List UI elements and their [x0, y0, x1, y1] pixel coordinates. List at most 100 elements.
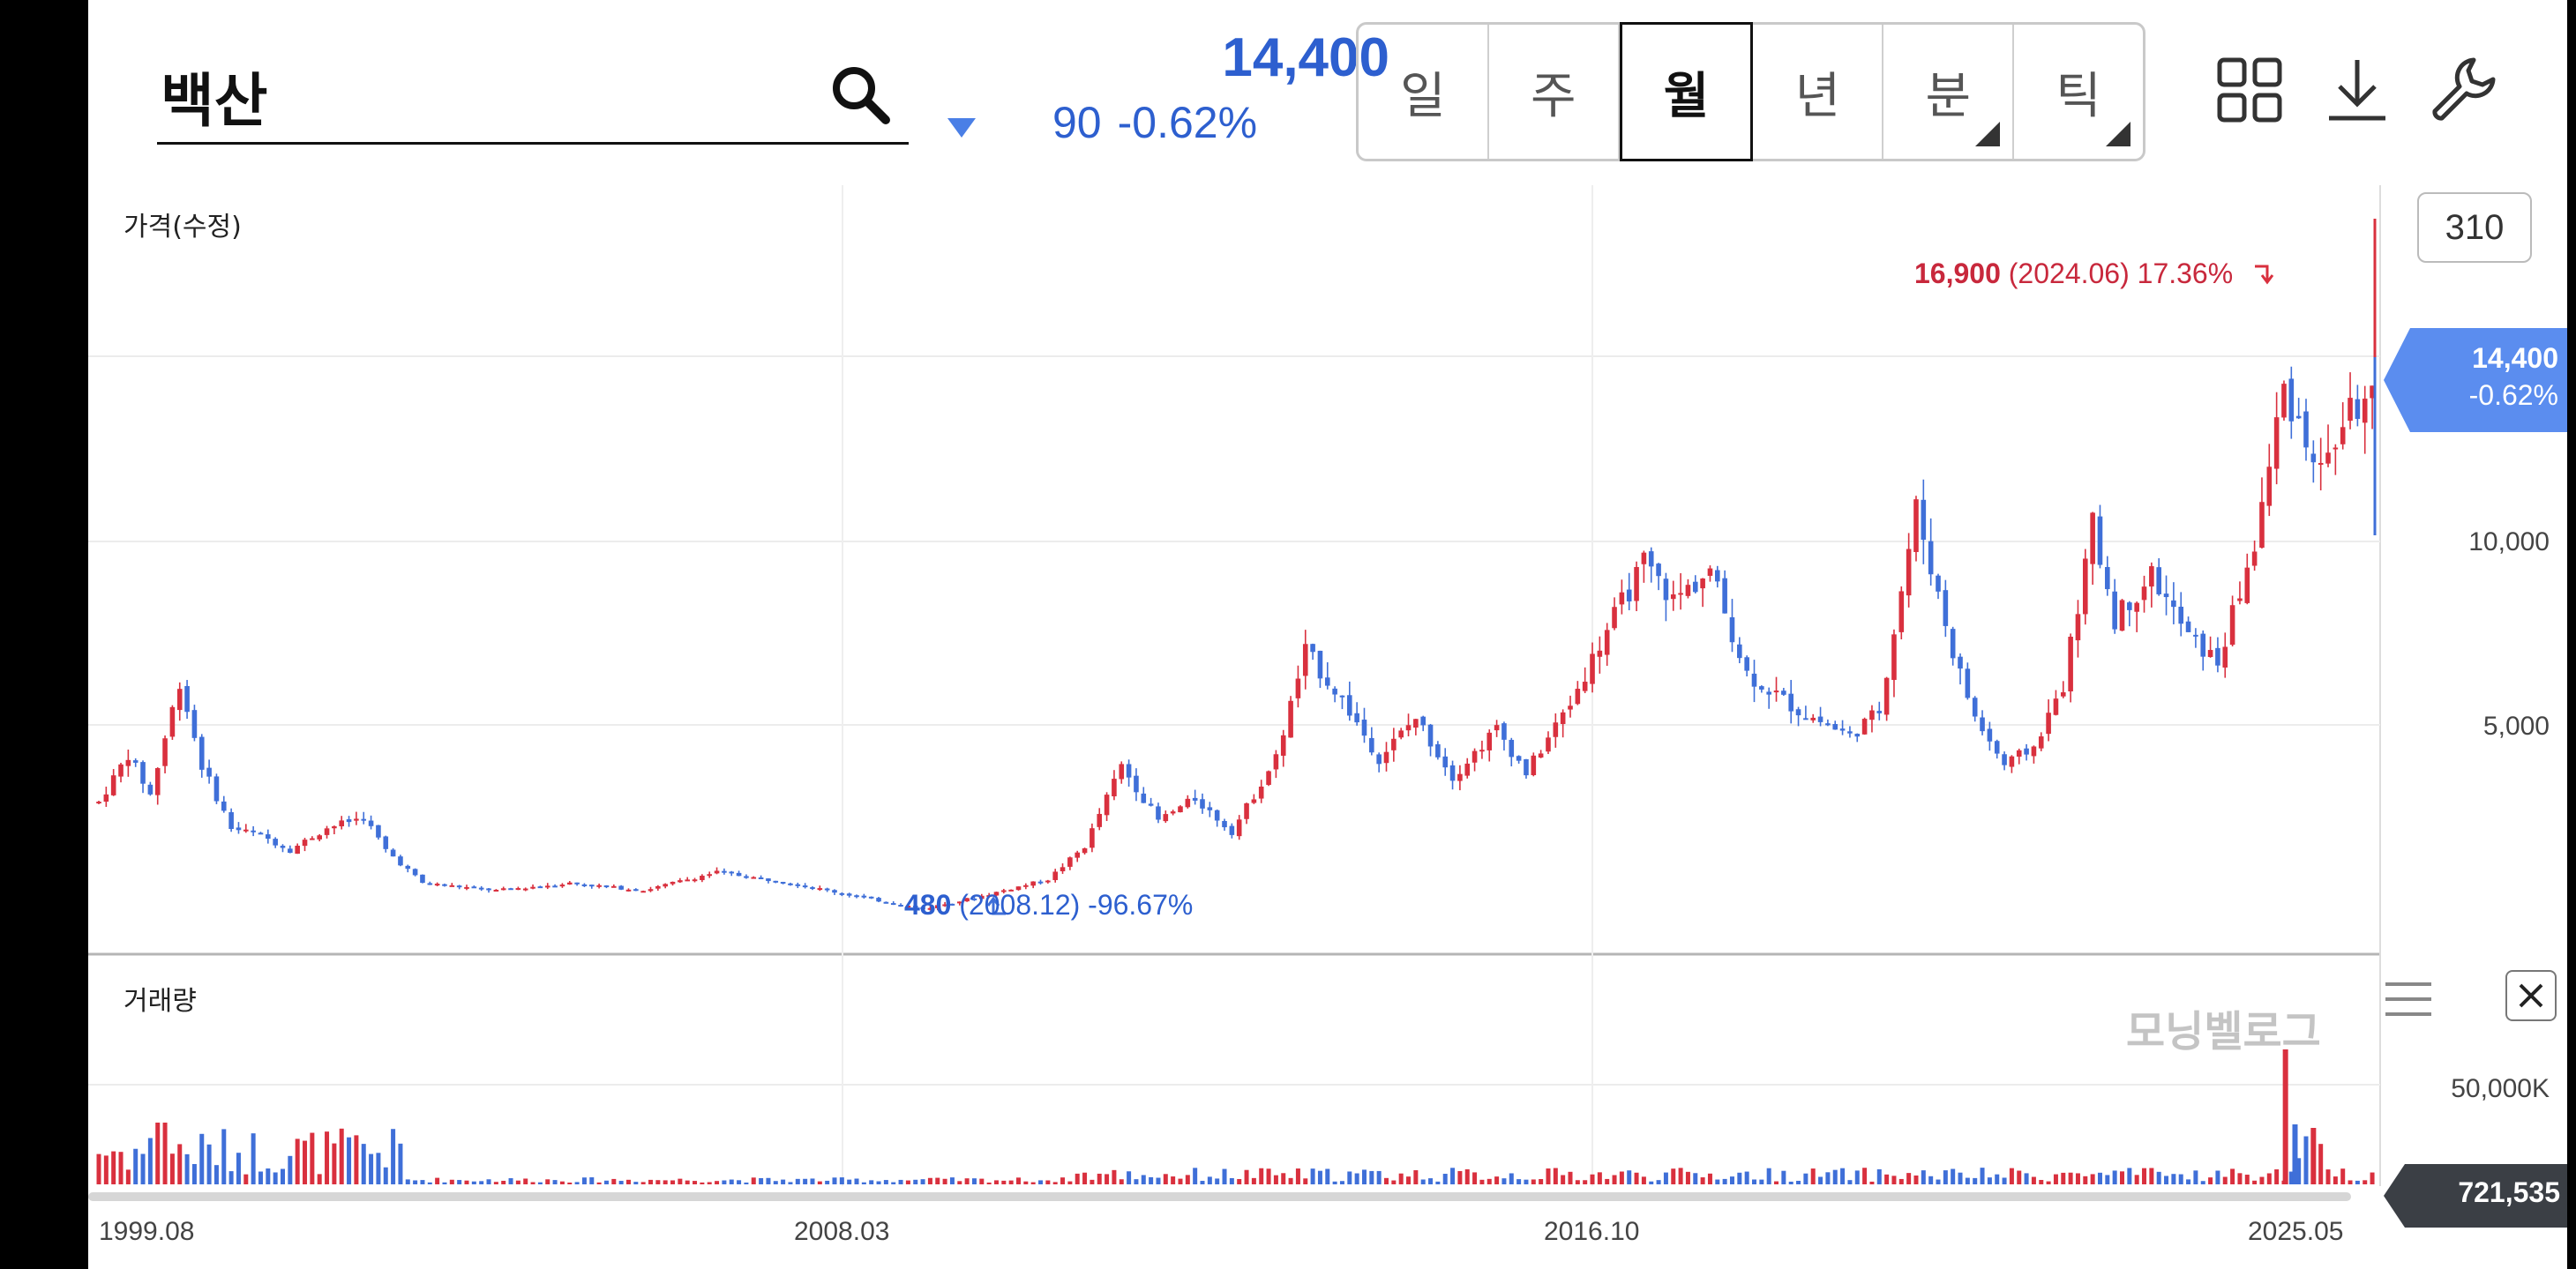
candle-body [132, 760, 139, 763]
candle-count-badge[interactable]: 310 [2417, 192, 2532, 263]
wrench-icon[interactable] [2428, 55, 2498, 125]
volume-bar [825, 1180, 830, 1184]
high-price: 16,900 [1914, 258, 2001, 289]
candle-body [2281, 384, 2287, 418]
volume-bar [228, 1171, 234, 1184]
candle-body [1324, 677, 1330, 686]
volume-bar [854, 1178, 859, 1184]
volume-bar [2310, 1128, 2317, 1184]
volume-bar [2266, 1173, 2272, 1184]
close-volume-panel-button[interactable] [2505, 970, 2557, 1021]
volume-bar [2215, 1170, 2220, 1184]
download-icon[interactable] [2322, 55, 2393, 125]
volume-bar [2075, 1173, 2080, 1184]
volume-bar [1810, 1168, 1816, 1184]
volume-bar [574, 1182, 580, 1184]
volume-bar [1325, 1168, 1330, 1184]
volume-bar [243, 1174, 249, 1184]
candle-body [493, 889, 499, 892]
candle-body [2193, 634, 2198, 637]
candle-body [427, 883, 433, 885]
volume-bar [169, 1153, 175, 1184]
volume-bar [1273, 1175, 1278, 1184]
period-month-button[interactable]: 월 [1619, 22, 1754, 161]
volume-bar [1406, 1176, 1412, 1184]
volume-bar [133, 1148, 139, 1184]
menu-icon[interactable] [2384, 979, 2433, 1019]
volume-bar [964, 1178, 970, 1184]
candle-body [979, 895, 985, 899]
x-axis-tick: 1999.08 [99, 1217, 195, 1246]
volume-bar [2237, 1173, 2243, 1184]
candle-body [405, 865, 411, 870]
volume-bar [2002, 1177, 2007, 1184]
volume-bar [891, 1182, 896, 1184]
candle-body [890, 903, 896, 906]
candle-body [1464, 763, 1471, 776]
candle-body [280, 846, 286, 848]
candle-body [596, 885, 602, 887]
period-day-button[interactable]: 일 [1359, 25, 1489, 159]
volume-bar [618, 1181, 624, 1184]
candle-body [861, 895, 867, 898]
period-tick-button[interactable]: 틱 [2014, 25, 2143, 159]
candle-body [883, 901, 889, 904]
candle-body [125, 759, 131, 766]
candle-body [2229, 605, 2235, 646]
candle-body [346, 819, 352, 823]
candle-body [1847, 731, 1853, 734]
volume-bar [2348, 1180, 2353, 1184]
volume-bar [1001, 1180, 1007, 1184]
period-year-button[interactable]: 년 [1753, 25, 1884, 159]
volume-bar [332, 1143, 337, 1184]
candle-body [898, 905, 903, 907]
x-axis-tick: 2008.03 [794, 1217, 890, 1246]
grid-layout-icon[interactable] [2214, 55, 2285, 125]
candle-body [640, 891, 646, 893]
volume-bar [1752, 1179, 1756, 1184]
candle-body [2207, 650, 2213, 657]
candle-body [692, 879, 698, 882]
volume-bar [2068, 1172, 2073, 1184]
candle-body [1612, 607, 1617, 629]
candle-body [449, 885, 455, 887]
candle-body [611, 885, 617, 888]
period-minute-button[interactable]: 분 [1883, 25, 2015, 159]
candle-body [1950, 629, 1956, 659]
volume-bar [1259, 1168, 1264, 1184]
volume-bar [251, 1133, 256, 1184]
volume-bar [1649, 1181, 1654, 1184]
volume-bar [810, 1178, 815, 1184]
change-amount: 90 [1052, 98, 1102, 147]
candle-body [2002, 754, 2007, 765]
volume-bar [405, 1179, 410, 1184]
volume-bar [191, 1163, 197, 1184]
candle-body [273, 839, 278, 846]
candle-body [1486, 732, 1493, 750]
volume-bar [221, 1129, 227, 1184]
volume-bar [1237, 1179, 1242, 1184]
volume-bar [795, 1178, 800, 1184]
candle-body [559, 885, 565, 887]
candle-body [795, 884, 801, 886]
candle-body [1141, 793, 1147, 803]
candlestick-chart[interactable] [88, 181, 2567, 1239]
chevron-down-icon[interactable] [946, 115, 977, 139]
period-week-button[interactable]: 주 [1489, 25, 1620, 159]
volume-bar [1090, 1179, 1095, 1184]
candle-body [655, 885, 661, 889]
candle-body [1619, 592, 1625, 605]
candle-body [1958, 656, 1963, 669]
volume-bar [1995, 1174, 2000, 1184]
volume-bar [317, 1174, 322, 1184]
volume-bar [266, 1168, 271, 1184]
volume-bar [781, 1179, 786, 1184]
search-icon[interactable] [827, 62, 893, 127]
volume-bar [1008, 1180, 1014, 1184]
candle-body [1751, 673, 1757, 687]
volume-bar [1980, 1168, 1985, 1184]
volume-bar [1428, 1178, 1434, 1184]
stock-search-field[interactable]: 백산 [157, 49, 909, 145]
volume-bar [1707, 1173, 1712, 1184]
candle-body [581, 884, 588, 886]
